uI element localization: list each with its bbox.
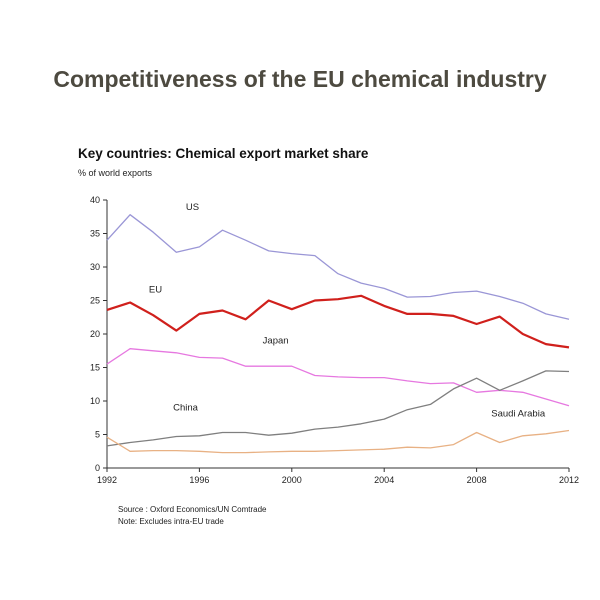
series-label-china: China: [173, 402, 199, 413]
y-tick-label: 20: [90, 329, 100, 339]
y-tick-label: 15: [90, 363, 100, 373]
x-tick-label: 1992: [97, 475, 117, 485]
chart-title: Key countries: Chemical export market sh…: [78, 146, 369, 161]
series-line-saudi-arabia: [106, 429, 570, 454]
exclusion-note: Note: Excludes intra-EU trade: [118, 517, 224, 526]
y-tick-label: 25: [90, 296, 100, 306]
series-label-saudi-arabia: Saudi Arabia: [491, 408, 546, 419]
series-line-china: [106, 370, 570, 447]
y-tick-label: 0: [95, 463, 100, 473]
y-tick-label: 35: [90, 229, 100, 239]
x-tick-label: 2008: [467, 475, 487, 485]
y-tick-label: 5: [95, 430, 100, 440]
y-axis-unit-label: % of world exports: [78, 168, 153, 178]
series-line-eu: [106, 294, 570, 349]
x-tick-label: 2012: [559, 475, 579, 485]
series-label-japan: Japan: [263, 335, 289, 346]
source-note: Source : Oxford Economics/UN Comtrade: [118, 505, 267, 514]
x-tick-label: 2000: [282, 475, 302, 485]
chart-notes: Source : Oxford Economics/UN Comtrade No…: [118, 504, 267, 528]
series-line-us: [106, 214, 570, 320]
x-tick-label: 2004: [374, 475, 394, 485]
series-label-eu: EU: [149, 284, 162, 295]
series-label-us: US: [186, 202, 199, 213]
series-line-japan: [106, 348, 570, 407]
y-tick-label: 40: [90, 195, 100, 205]
y-tick-label: 30: [90, 262, 100, 272]
x-tick-label: 1996: [189, 475, 209, 485]
slide-title: Competitiveness of the EU chemical indus…: [53, 66, 547, 92]
y-tick-label: 10: [90, 396, 100, 406]
